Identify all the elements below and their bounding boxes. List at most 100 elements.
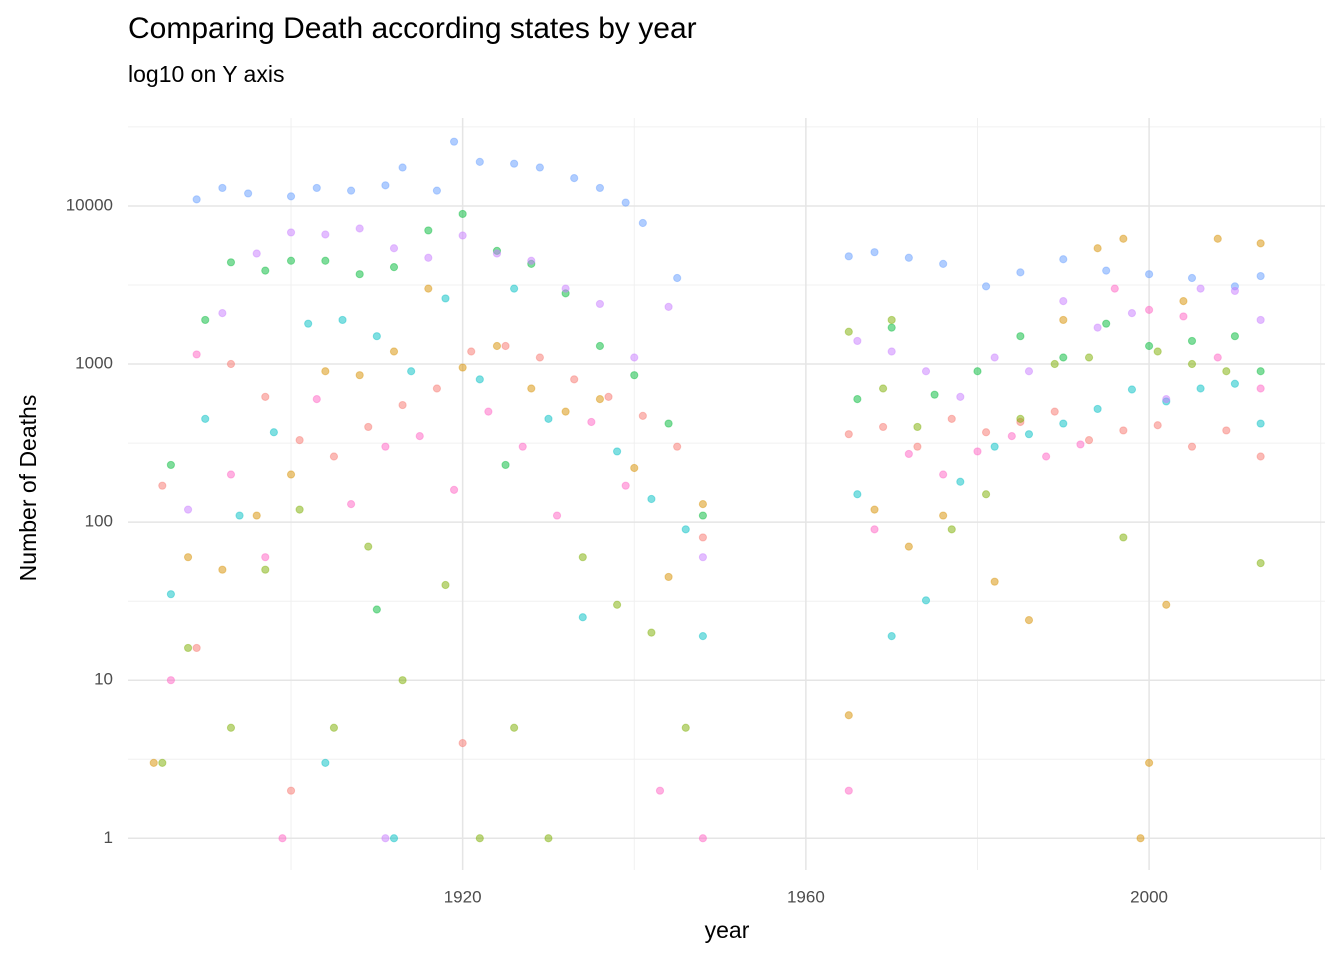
y-tick-label: 1 (104, 828, 113, 847)
point (878, 422, 888, 432)
point (630, 463, 639, 473)
point (1187, 336, 1197, 346)
point (1059, 419, 1068, 428)
point (355, 224, 364, 233)
point (286, 470, 296, 479)
point (346, 499, 356, 509)
point (1127, 308, 1137, 318)
point (458, 363, 467, 372)
point (544, 414, 553, 423)
point (1119, 426, 1128, 435)
point (595, 394, 605, 404)
point (956, 392, 965, 401)
point (1102, 266, 1111, 275)
point (1093, 323, 1102, 332)
point (887, 315, 896, 325)
point (990, 353, 999, 362)
point (252, 249, 261, 258)
point (510, 159, 519, 168)
point (201, 315, 210, 325)
point (921, 367, 931, 376)
point (1016, 414, 1025, 423)
point (389, 347, 399, 356)
point (226, 258, 236, 267)
point (261, 392, 270, 401)
point (226, 470, 236, 479)
point (183, 553, 193, 562)
point (1024, 367, 1034, 376)
point (364, 542, 373, 551)
point (286, 192, 296, 201)
point (887, 632, 896, 641)
point (201, 414, 210, 423)
point (183, 505, 193, 514)
point (681, 525, 690, 534)
point (870, 505, 879, 514)
point (1213, 234, 1222, 243)
point (604, 392, 613, 401)
point (1230, 332, 1240, 341)
point (947, 525, 956, 534)
point (1196, 384, 1205, 393)
point (1144, 305, 1154, 314)
point (1256, 271, 1265, 281)
point (664, 572, 673, 582)
point (1084, 436, 1094, 445)
point (990, 442, 999, 451)
point (1153, 421, 1162, 430)
point (1016, 332, 1025, 341)
point (913, 422, 922, 432)
point (329, 452, 339, 461)
point (1256, 559, 1265, 568)
point (698, 533, 708, 542)
point (1144, 341, 1154, 351)
point (535, 163, 544, 172)
point (235, 511, 244, 520)
point (510, 723, 519, 732)
point (398, 676, 407, 685)
point (913, 442, 922, 451)
point (166, 676, 176, 685)
point (1050, 359, 1059, 369)
point (973, 447, 982, 456)
point (321, 758, 330, 767)
point (183, 643, 193, 653)
point (346, 186, 356, 195)
point (981, 282, 991, 291)
point (664, 419, 673, 428)
point (475, 375, 484, 384)
point (158, 481, 167, 490)
point (578, 553, 587, 562)
point (295, 436, 304, 445)
x-tick-label: 1960 (787, 887, 825, 906)
point (449, 485, 459, 494)
point (947, 414, 956, 423)
point (956, 477, 965, 486)
point (166, 590, 176, 599)
point (261, 553, 270, 562)
point (1119, 533, 1128, 542)
point (1042, 452, 1051, 461)
point (1050, 407, 1059, 416)
point (698, 834, 708, 843)
point (261, 266, 270, 275)
point (570, 174, 579, 183)
y-tick-label: 10000 (66, 195, 113, 214)
point (939, 511, 948, 520)
point (1144, 758, 1154, 767)
point (1059, 353, 1068, 362)
y-tick-label: 10 (94, 670, 113, 689)
point (1230, 286, 1240, 296)
point (1110, 284, 1119, 293)
grid (128, 118, 1325, 870)
point (415, 432, 424, 441)
point (887, 323, 896, 332)
point (681, 723, 690, 732)
point (1196, 284, 1205, 293)
point (1179, 312, 1188, 321)
point (1127, 385, 1137, 394)
point (484, 407, 493, 416)
point (424, 253, 433, 262)
point (269, 428, 278, 437)
